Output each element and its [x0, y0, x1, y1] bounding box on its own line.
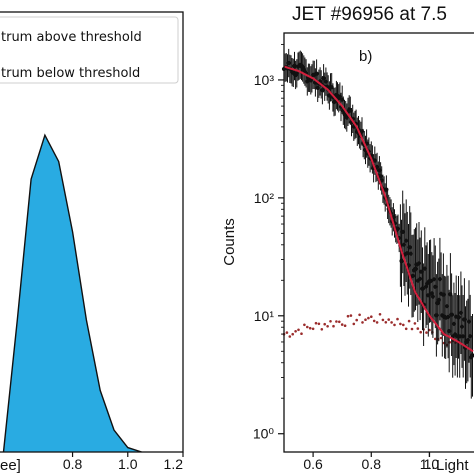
background-point: [300, 332, 303, 336]
left-area-fill: [3, 135, 142, 452]
background-point: [308, 326, 312, 330]
right-y-tick-label: 10²: [254, 190, 275, 206]
background-point: [297, 328, 300, 332]
right-y-tick-label: 10⁰: [253, 426, 275, 442]
background-point: [340, 323, 344, 326]
background-point: [346, 314, 350, 318]
background-point: [381, 318, 385, 322]
background-point: [294, 330, 297, 333]
right-y-axis-label: Counts: [221, 218, 238, 266]
background-point: [329, 320, 332, 323]
background-point: [370, 315, 373, 319]
right-x-tick-label: 0.6: [303, 456, 323, 472]
background-point: [317, 322, 321, 326]
background-point: [343, 324, 347, 328]
right-chart-title: JET #96956 at 7.5: [292, 4, 447, 25]
background-point: [372, 319, 376, 323]
background-point: [349, 314, 353, 317]
right-plot-frame: [283, 32, 474, 453]
background-point: [320, 328, 324, 331]
right-y-tick-label: 10¹: [254, 308, 275, 324]
right-panel: JET #96956 at 7.5 b) 10⁰ 10¹ 10² 10³ 0.6 0.8…: [221, 4, 474, 474]
background-point: [332, 324, 335, 328]
background-point: [303, 323, 306, 327]
fit-line: [283, 65, 474, 353]
left-area-edge: [2, 133, 142, 453]
right-y-ticks: 10⁰ 10¹ 10² 10³: [253, 43, 284, 442]
background-point: [413, 322, 417, 325]
background-point: [306, 325, 309, 329]
background-point: [378, 313, 382, 316]
background-point: [335, 320, 338, 323]
background-point: [402, 323, 405, 327]
background-point: [425, 331, 428, 334]
panel-label: b): [359, 48, 372, 65]
measured-point: [470, 353, 474, 358]
background-point: [407, 319, 411, 323]
right-x-tick-label: 1.: [424, 456, 436, 472]
legend-entry-above: trum above threshold: [1, 30, 142, 45]
legend-entry-below: trum below threshold: [1, 66, 140, 81]
left-x-ticks: 0.8 1.0 1.2: [63, 452, 184, 472]
background-point: [393, 323, 396, 327]
left-x-tick-label: 1.2: [164, 456, 184, 472]
left-x-tick-label: 1.0: [118, 456, 138, 472]
background-point: [326, 325, 329, 328]
background-point: [396, 317, 399, 321]
background-point: [439, 336, 443, 340]
background-point: [410, 327, 414, 331]
right-marks-layer: [281, 48, 474, 399]
background-point: [361, 321, 364, 324]
background-point: [323, 322, 327, 326]
background-point: [314, 321, 318, 325]
left-plot-frame: [0, 11, 184, 453]
background-point: [416, 327, 420, 330]
left-x-axis-label: ee]: [0, 457, 21, 474]
background-point: [338, 320, 341, 324]
left-legend-box: [0, 16, 179, 84]
background-point: [367, 316, 370, 320]
background-point: [352, 322, 356, 326]
background-point: [387, 318, 391, 321]
background-point: [375, 321, 379, 324]
left-panel: trum above threshold trum below threshol…: [0, 11, 184, 474]
background-point: [419, 330, 423, 334]
background-point: [288, 335, 292, 338]
background-point: [291, 332, 295, 336]
right-x-axis-label: Light: [436, 457, 469, 474]
background-point: [428, 328, 431, 332]
background-point: [355, 318, 359, 322]
right-x-ticks: 0.6 0.8 1.01.: [303, 452, 439, 472]
right-x-tick-label: 0.8: [362, 456, 382, 472]
background-point: [285, 331, 289, 334]
background-point: [364, 318, 367, 322]
right-x-tick-label: 1.0: [420, 456, 440, 472]
right-y-tick-label: 10³: [254, 72, 275, 88]
measured-point: [384, 187, 389, 192]
background-point: [384, 321, 388, 324]
background-point: [399, 322, 402, 326]
left-area-layer: [2, 133, 142, 453]
background-point: [390, 321, 393, 324]
left-x-tick-label: 0.8: [63, 456, 83, 472]
background-point: [404, 327, 408, 331]
background-point: [358, 313, 361, 317]
background-point: [311, 327, 315, 331]
